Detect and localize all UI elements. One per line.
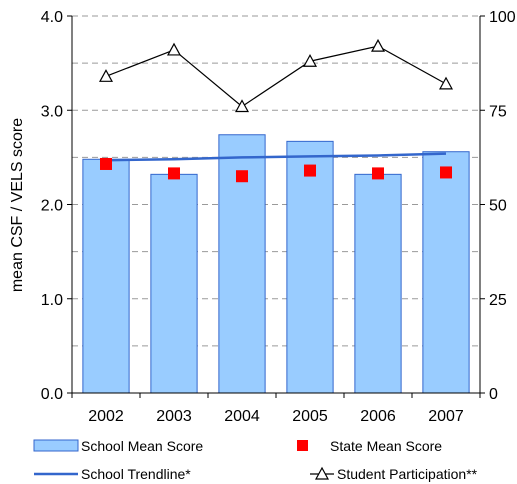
legend-label-participation: Student Participation** — [337, 466, 478, 482]
bar-series — [82, 134, 470, 394]
gridlines — [72, 15, 480, 347]
left-axis-ticks: 0.0 1.0 2.0 3.0 4.0 — [41, 9, 72, 403]
right-axis-ticks: 0 25 50 75 100 — [480, 9, 516, 403]
legend-swatch-participation-marker — [314, 466, 330, 480]
legend-swatch-state-mean — [297, 440, 308, 451]
state-mean-point-2005 — [304, 164, 316, 177]
x-axis-ticks: 2002 2003 2004 2005 2006 2007 — [71, 393, 481, 425]
legend-swatch-school-mean — [33, 439, 79, 452]
state-mean-point-2004 — [236, 170, 248, 183]
state-mean-point-2007 — [440, 166, 452, 179]
participation-point-2005 — [302, 53, 318, 67]
y2-tick-label: 75 — [489, 103, 507, 120]
bar-2007 — [422, 151, 470, 394]
y-axis-label: mean CSF / VELS score — [9, 118, 26, 292]
participation-point-2006 — [370, 38, 386, 52]
y2-tick-label: 25 — [489, 292, 507, 309]
y-tick-label: 2.0 — [41, 198, 63, 215]
x-tick-label: 2004 — [224, 408, 260, 425]
y-tick-label: 0.0 — [41, 386, 63, 403]
participation-point-2007 — [438, 76, 454, 90]
state-mean-point-2002 — [100, 157, 112, 170]
y-tick-label: 3.0 — [41, 103, 63, 120]
x-tick-label: 2007 — [428, 408, 464, 425]
x-tick-label: 2005 — [292, 408, 328, 425]
state-mean-point-2006 — [372, 167, 384, 180]
x-tick-label: 2003 — [156, 408, 192, 425]
bar-2002 — [82, 158, 130, 394]
state-mean-point-2003 — [168, 167, 180, 180]
x-tick-label: 2002 — [88, 408, 124, 425]
legend-label-school-mean: School Mean Score — [81, 438, 203, 454]
participation-series — [98, 38, 454, 113]
x-tick-label: 2006 — [360, 408, 396, 425]
y-tick-label: 4.0 — [41, 9, 63, 26]
legend-label-trendline: School Trendline* — [81, 466, 191, 482]
bar-2005 — [286, 140, 334, 394]
legend: School Mean Score State Mean Score School … — [33, 438, 478, 482]
school-trendline — [105, 152, 447, 162]
bar-2003 — [150, 173, 198, 394]
participation-line — [105, 45, 447, 108]
participation-point-2003 — [166, 42, 182, 56]
bar-2006 — [354, 173, 402, 394]
legend-label-state-mean: State Mean Score — [330, 438, 442, 454]
participation-point-2004 — [234, 99, 250, 113]
trendline-series — [105, 152, 447, 162]
y-tick-label: 1.0 — [41, 292, 63, 309]
participation-point-2002 — [98, 69, 114, 82]
y2-tick-label: 50 — [489, 198, 507, 215]
state-mean-series — [100, 157, 452, 183]
y2-tick-label: 0 — [489, 386, 498, 403]
y2-tick-label: 100 — [489, 9, 516, 26]
